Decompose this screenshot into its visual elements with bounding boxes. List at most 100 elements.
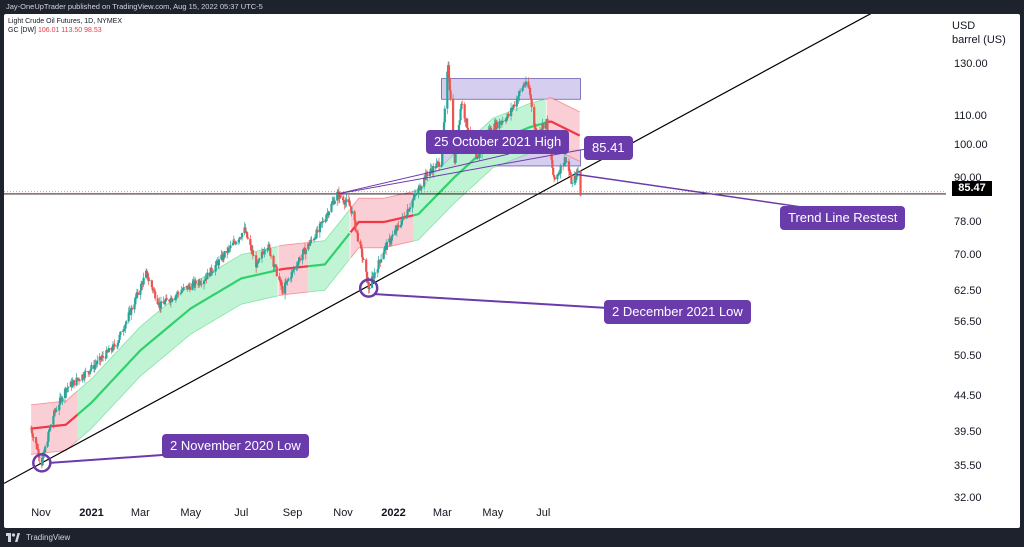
candle-68 [107, 345, 110, 353]
candle-body [48, 430, 51, 432]
chart-canvas[interactable] [4, 14, 1020, 528]
ma-band-segment-1 [77, 246, 278, 441]
candle-body [116, 345, 119, 347]
candle-458 [559, 163, 562, 179]
candle-body [251, 250, 254, 256]
candle-403 [495, 119, 499, 131]
candle-body [105, 350, 108, 359]
resistance-zone-1 [441, 78, 581, 100]
candle-body [204, 278, 207, 281]
candle-body [460, 103, 463, 110]
candle-body [71, 382, 74, 387]
candle-105 [151, 285, 154, 294]
candle-body [44, 446, 47, 452]
candle-body [556, 174, 559, 180]
candle-33 [67, 386, 70, 393]
candle-body [264, 250, 267, 252]
candle-body [518, 91, 521, 97]
candle-17 [49, 425, 52, 432]
candle-103 [148, 277, 151, 282]
candle-body [140, 283, 143, 291]
footer-brand: TradingView [26, 533, 71, 542]
candle-200 [261, 248, 264, 257]
candle-body [211, 272, 214, 274]
candle-453 [553, 176, 556, 181]
candle-body [449, 90, 452, 99]
candle-body [35, 443, 38, 450]
callout-high-value: 85.41 [584, 136, 633, 160]
candle-109 [156, 294, 159, 305]
candle-82 [124, 323, 127, 333]
candle-body [362, 259, 365, 261]
candle-body [150, 280, 153, 288]
candle-192 [251, 245, 254, 260]
candle-body [177, 292, 180, 294]
y-tick-label: 100.00 [954, 139, 988, 152]
candle-body [570, 174, 573, 184]
candle-278 [351, 207, 354, 215]
candle-321 [401, 213, 404, 225]
candle-body [413, 194, 416, 199]
candle-body [568, 171, 571, 175]
candle-body [99, 356, 102, 360]
candle-body [274, 264, 278, 267]
candle-body [419, 188, 422, 190]
candle-body [459, 109, 462, 121]
candle-273 [345, 194, 348, 207]
candle-body [284, 282, 288, 284]
candle-465 [568, 166, 571, 176]
candle-312 [390, 234, 393, 245]
candle-body [188, 285, 191, 287]
candle-80 [122, 325, 125, 336]
candle-body [408, 207, 412, 210]
candle-body [38, 455, 41, 458]
candle-body [206, 272, 209, 280]
x-tick-label: Mar [432, 507, 452, 519]
y-tick-label: 110.00 [954, 109, 987, 122]
candle-body [380, 259, 383, 263]
candle-body [113, 344, 116, 347]
candle-363 [449, 85, 452, 102]
candle-body [183, 287, 186, 289]
candle-body [168, 299, 171, 302]
candle-body [546, 118, 549, 131]
candle-body [308, 243, 312, 246]
candle-320 [400, 220, 403, 226]
candle-body [37, 449, 40, 456]
candle-body [310, 239, 313, 241]
ma-band-lower-2 [278, 291, 309, 297]
candle-body [30, 428, 33, 434]
candle-body [365, 271, 369, 283]
candle-body [557, 174, 560, 176]
candle-body [320, 222, 323, 224]
candle-65 [105, 346, 108, 360]
candle-body [528, 87, 531, 89]
connector-high-label [337, 153, 510, 195]
candle-88 [130, 305, 134, 312]
candle-body [454, 150, 457, 163]
candle-body [194, 280, 197, 284]
candle-body [280, 285, 283, 287]
candle-body [139, 290, 142, 296]
candle-429 [527, 77, 530, 89]
candle-73 [113, 339, 116, 350]
candle-body [249, 238, 252, 245]
candle-body [524, 81, 528, 86]
candle-193 [252, 249, 255, 257]
candle-5 [35, 439, 38, 450]
candle-203 [264, 249, 267, 255]
candle-303 [380, 254, 383, 264]
candle-223 [287, 277, 290, 282]
connector-high-value [337, 148, 587, 195]
current-price-badge: 85.47 [952, 181, 992, 196]
ma-line-segment-6 [546, 120, 581, 137]
candle-body [117, 339, 120, 343]
candle-body [228, 247, 231, 249]
candle-body [136, 292, 139, 296]
candle-body [511, 107, 514, 110]
candle-202 [263, 246, 266, 258]
candle-313 [391, 230, 394, 237]
candle-body [107, 348, 110, 353]
candle-body [307, 243, 310, 250]
candle-body [58, 397, 62, 405]
